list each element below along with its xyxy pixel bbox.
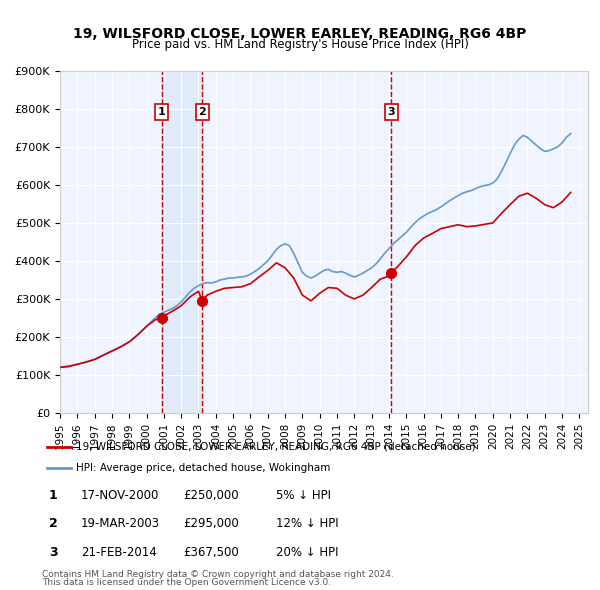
HPI: Average price, detached house, Wokingham: (2e+03, 2.65e+05): Average price, detached house, Wokingham… — [160, 309, 167, 316]
Text: 19, WILSFORD CLOSE, LOWER EARLEY, READING, RG6 4BP: 19, WILSFORD CLOSE, LOWER EARLEY, READIN… — [73, 27, 527, 41]
HPI: Average price, detached house, Wokingham: (2e+03, 3.5e+05): Average price, detached house, Wokingham… — [217, 276, 224, 283]
Text: 12% ↓ HPI: 12% ↓ HPI — [276, 517, 338, 530]
HPI: Average price, detached house, Wokingham: (2.01e+03, 3.62e+05): Average price, detached house, Wokingham… — [355, 272, 362, 279]
19, WILSFORD CLOSE, LOWER EARLEY, READING, RG6 4BP (detached house) — [403, 254, 410, 261]
19, WILSFORD CLOSE, LOWER EARLEY, READING, RG6 4BP (detached house) — [307, 297, 314, 304]
Text: 5% ↓ HPI: 5% ↓ HPI — [276, 489, 331, 502]
19, WILSFORD CLOSE, LOWER EARLEY, READING, RG6 4BP (detached house) — [559, 198, 566, 205]
19, WILSFORD CLOSE, LOWER EARLEY, READING, RG6 4BP (detached house) — [203, 291, 211, 299]
HPI: Average price, detached house, Wokingham: (2.02e+03, 5.85e+05): Average price, detached house, Wokingham… — [467, 187, 475, 194]
Text: 2: 2 — [199, 107, 206, 117]
Line: HPI: Average price, detached house, Wokingham: HPI: Average price, detached house, Woki… — [60, 133, 571, 368]
Text: 21-FEB-2014: 21-FEB-2014 — [81, 546, 157, 559]
Text: 3: 3 — [388, 107, 395, 117]
Text: 1: 1 — [158, 107, 166, 117]
Text: £367,500: £367,500 — [183, 546, 239, 559]
Text: 19-MAR-2003: 19-MAR-2003 — [81, 517, 160, 530]
Text: 1: 1 — [49, 489, 58, 502]
Line: 19, WILSFORD CLOSE, LOWER EARLEY, READING, RG6 4BP (detached house): 19, WILSFORD CLOSE, LOWER EARLEY, READIN… — [60, 192, 571, 368]
Bar — [162, 71, 202, 413]
19, WILSFORD CLOSE, LOWER EARLEY, READING, RG6 4BP (detached house) — [567, 189, 574, 196]
HPI: Average price, detached house, Wokingham: (2.02e+03, 7.35e+05): Average price, detached house, Wokingham… — [567, 130, 574, 137]
Text: 19, WILSFORD CLOSE, LOWER EARLEY, READING, RG6 4BP (detached house): 19, WILSFORD CLOSE, LOWER EARLEY, READIN… — [76, 442, 476, 452]
Text: 3: 3 — [49, 546, 58, 559]
Text: Price paid vs. HM Land Registry's House Price Index (HPI): Price paid vs. HM Land Registry's House … — [131, 38, 469, 51]
Text: Contains HM Land Registry data © Crown copyright and database right 2024.: Contains HM Land Registry data © Crown c… — [42, 571, 394, 579]
HPI: Average price, detached house, Wokingham: (2.02e+03, 5.3e+05): Average price, detached house, Wokingham… — [428, 208, 436, 215]
Text: 2: 2 — [49, 517, 58, 530]
19, WILSFORD CLOSE, LOWER EARLEY, READING, RG6 4BP (detached house) — [195, 288, 202, 295]
Text: £250,000: £250,000 — [183, 489, 239, 502]
19, WILSFORD CLOSE, LOWER EARLEY, READING, RG6 4BP (detached house) — [56, 364, 64, 371]
Text: 20% ↓ HPI: 20% ↓ HPI — [276, 546, 338, 559]
19, WILSFORD CLOSE, LOWER EARLEY, READING, RG6 4BP (detached house) — [290, 274, 298, 281]
HPI: Average price, detached house, Wokingham: (2.02e+03, 6.15e+05): Average price, detached house, Wokingham… — [494, 176, 501, 183]
Text: This data is licensed under the Open Government Licence v3.0.: This data is licensed under the Open Gov… — [42, 578, 331, 587]
Text: HPI: Average price, detached house, Wokingham: HPI: Average price, detached house, Woki… — [76, 463, 331, 473]
Text: 17-NOV-2000: 17-NOV-2000 — [81, 489, 160, 502]
HPI: Average price, detached house, Wokingham: (2e+03, 1.2e+05): Average price, detached house, Wokingham… — [56, 364, 64, 371]
Text: £295,000: £295,000 — [183, 517, 239, 530]
